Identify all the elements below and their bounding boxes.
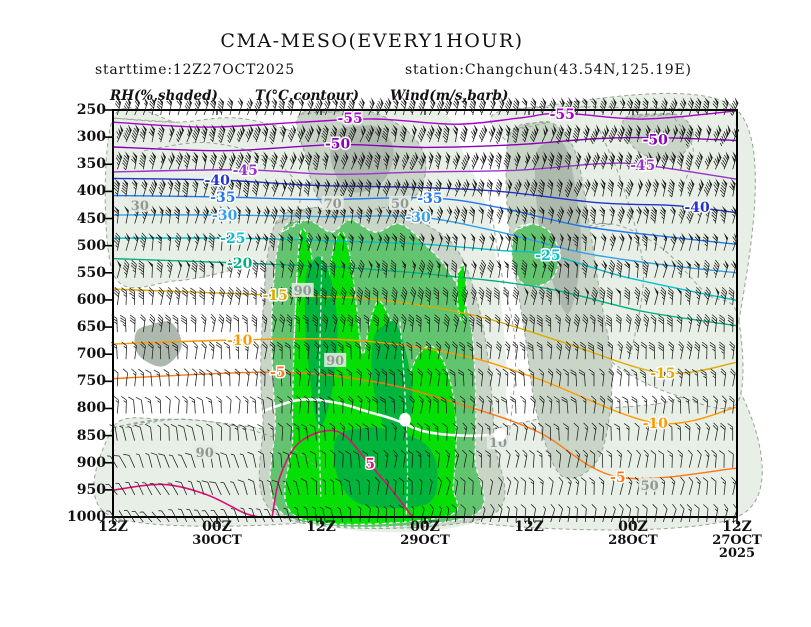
y-tick-label: 400 <box>76 183 106 200</box>
y-tick-label: 700 <box>76 346 106 363</box>
svg-text:-30: -30 <box>212 208 238 224</box>
svg-text:-20: -20 <box>227 256 253 272</box>
svg-text:-25: -25 <box>220 231 245 247</box>
svg-text:90: 90 <box>196 446 214 461</box>
svg-text:-15: -15 <box>263 288 288 304</box>
svg-text:-40: -40 <box>684 200 710 216</box>
svg-text:-35: -35 <box>417 191 442 207</box>
legend-rh-shaded: RH(%,shaded) <box>110 88 218 104</box>
svg-text:-15: -15 <box>650 366 675 382</box>
start-time-label: starttime:12Z27OCT2025 <box>95 62 295 78</box>
svg-text:-50: -50 <box>325 136 351 152</box>
svg-text:-40: -40 <box>205 173 231 189</box>
svg-text:30: 30 <box>131 199 149 214</box>
x-tick-label: 00Z 30OCT <box>192 519 242 548</box>
legend-temperature-contour: T(°C,contour) <box>255 88 359 104</box>
x-tick-label: 12Z <box>98 519 128 535</box>
y-tick-label: 1000 <box>67 509 106 525</box>
x-tick-label: 12Z <box>514 519 544 535</box>
y-tick-label: 500 <box>76 237 106 254</box>
rh-isoline-layer <box>125 117 694 518</box>
y-tick-label: 850 <box>76 427 106 444</box>
x-tick-label: 00Z 28OCT <box>608 519 658 548</box>
y-tick-label: 800 <box>76 400 106 417</box>
y-tick-label: 750 <box>76 373 106 390</box>
svg-text:50: 50 <box>641 479 659 494</box>
svg-text:0: 0 <box>495 428 505 444</box>
station-label: station:Changchun(43.54N,125.19E) <box>405 62 692 78</box>
y-tick-label: 250 <box>76 102 106 118</box>
wind-barb-layer <box>105 97 740 523</box>
y-tick-label: 600 <box>76 291 106 308</box>
svg-text:-5: -5 <box>270 365 286 381</box>
svg-text:90: 90 <box>326 354 344 369</box>
rh-shading-layer <box>93 92 763 533</box>
svg-text:-25: -25 <box>535 248 560 264</box>
y-tick-label: 950 <box>76 481 106 498</box>
x-tick-label: 00Z 29OCT <box>400 519 450 548</box>
svg-text:-30: -30 <box>405 210 431 226</box>
y-tick-label: 550 <box>76 264 106 281</box>
y-tick-label: 450 <box>76 210 106 227</box>
svg-text:-55: -55 <box>337 111 362 127</box>
legend-wind-barb: Wind(m/s,barb) <box>390 88 509 104</box>
svg-text:-55: -55 <box>550 107 575 123</box>
y-tick-label: 650 <box>76 319 106 336</box>
x-tick-label: 12Z 27OCT 2025 <box>712 519 762 561</box>
svg-text:-45: -45 <box>233 163 258 179</box>
plot-frame <box>105 109 738 524</box>
svg-text:50: 50 <box>391 197 409 212</box>
svg-text:70: 70 <box>324 197 342 212</box>
svg-text:-50: -50 <box>643 132 669 148</box>
svg-text:-10: -10 <box>643 416 669 432</box>
svg-text:-35: -35 <box>210 190 235 206</box>
y-tick-label: 900 <box>76 454 106 471</box>
svg-text:0: 0 <box>400 413 410 429</box>
y-tick-label: 300 <box>76 129 106 146</box>
svg-text:90: 90 <box>294 284 312 299</box>
svg-text:5: 5 <box>365 456 375 472</box>
chart-title: CMA-MESO(EVERY1HOUR) <box>220 30 524 52</box>
svg-text:-10: -10 <box>227 333 253 349</box>
svg-text:-5: -5 <box>610 470 626 486</box>
svg-text:-45: -45 <box>630 158 655 174</box>
svg-text:10: 10 <box>489 436 507 451</box>
x-tick-label: 12Z <box>306 519 336 535</box>
y-tick-label: 350 <box>76 156 106 173</box>
